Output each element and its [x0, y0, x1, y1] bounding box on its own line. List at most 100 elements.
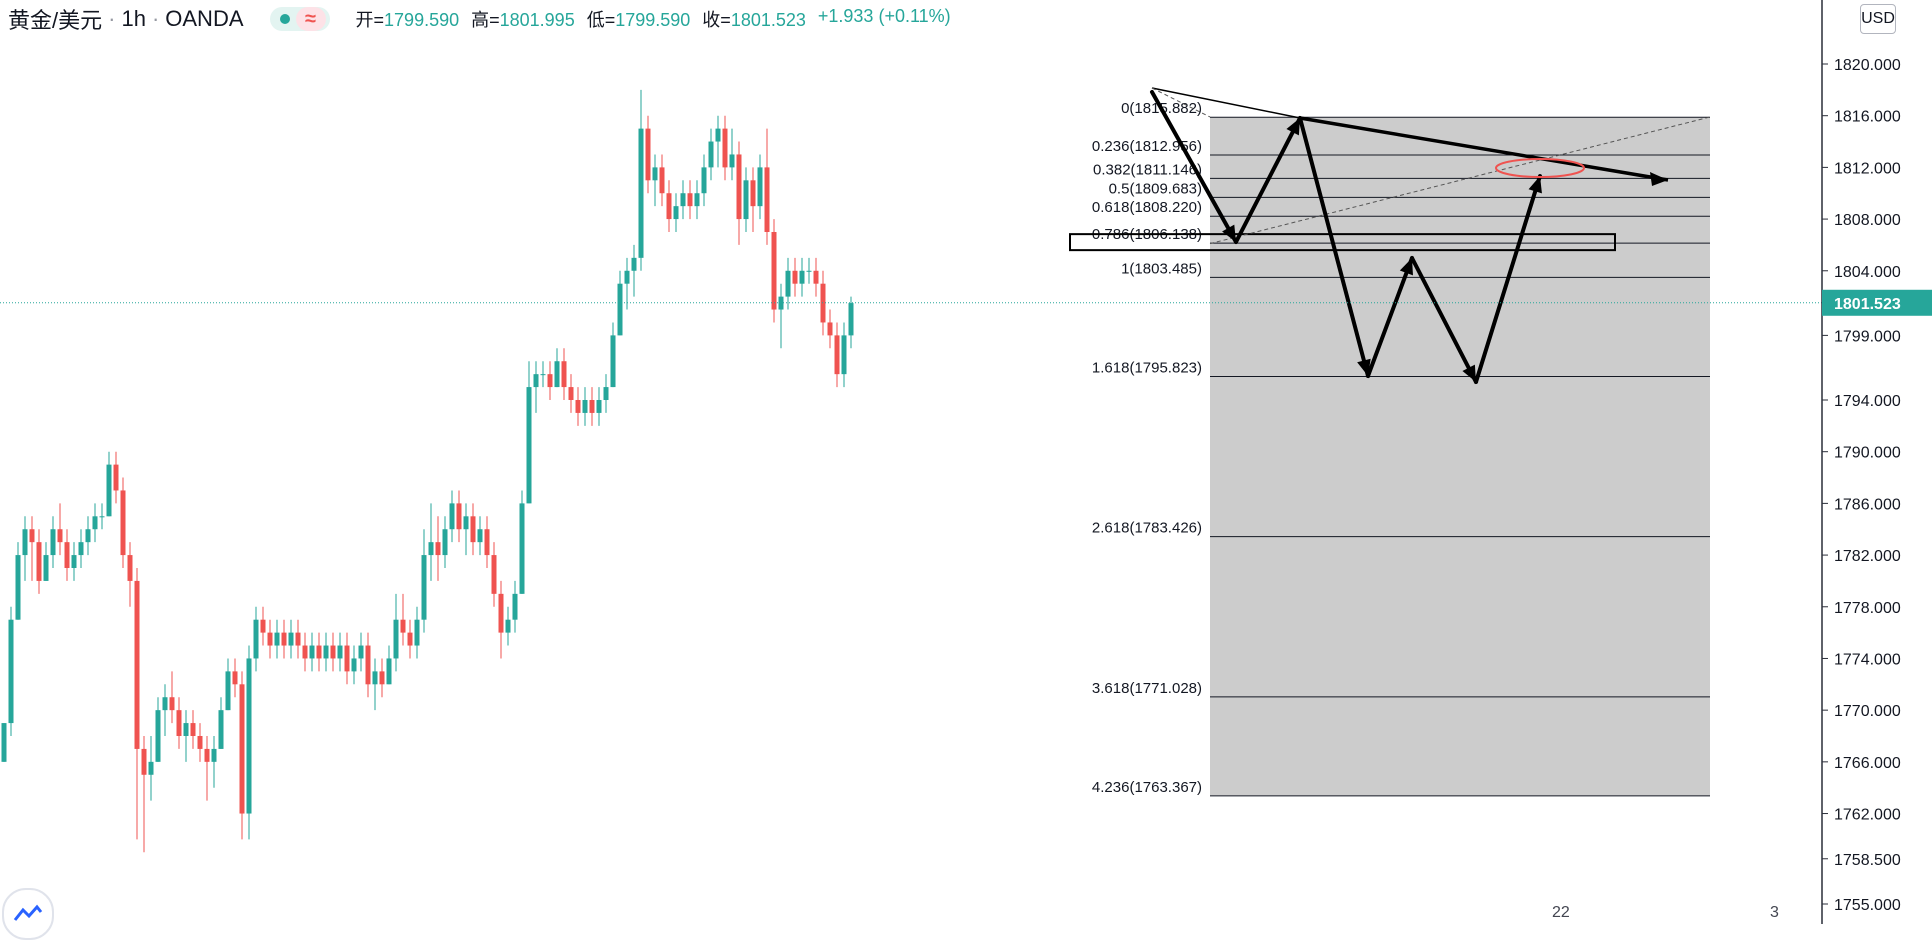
candle-body[interactable]	[71, 555, 77, 568]
interval-label[interactable]: 1h	[121, 6, 146, 31]
candle-body[interactable]	[666, 193, 672, 220]
candle-body[interactable]	[645, 128, 651, 181]
candle-body[interactable]	[113, 464, 119, 491]
candle-body[interactable]	[302, 645, 308, 659]
candle-body[interactable]	[57, 529, 63, 543]
candle-body[interactable]	[372, 671, 378, 685]
candle-body[interactable]	[568, 387, 574, 400]
candle-body[interactable]	[540, 374, 546, 376]
candle-body[interactable]	[722, 128, 728, 168]
candle-body[interactable]	[673, 206, 679, 220]
candle-body[interactable]	[505, 619, 511, 633]
candle-body[interactable]	[393, 619, 399, 659]
candle-body[interactable]	[687, 193, 693, 207]
candle-body[interactable]	[106, 464, 112, 517]
trend-line-extension[interactable]	[1299, 116, 1669, 182]
candle-body[interactable]	[736, 154, 742, 220]
candle-body[interactable]	[36, 542, 42, 581]
candle-body[interactable]	[176, 710, 182, 736]
target-ellipse[interactable]	[1495, 158, 1585, 178]
candle-body[interactable]	[232, 671, 238, 685]
candle-body[interactable]	[603, 387, 609, 400]
candle-body[interactable]	[99, 516, 105, 518]
candle-body[interactable]	[295, 632, 301, 646]
candle-body[interactable]	[148, 761, 154, 775]
candle-body[interactable]	[442, 529, 448, 556]
candle-body[interactable]	[309, 645, 315, 659]
candle-body[interactable]	[365, 645, 371, 685]
candle-body[interactable]	[267, 632, 273, 646]
highlight-box-0786[interactable]	[1069, 233, 1616, 252]
candle-body[interactable]	[225, 671, 231, 711]
candle-body[interactable]	[134, 580, 140, 749]
candle-body[interactable]	[246, 658, 252, 814]
candle-body[interactable]	[141, 748, 147, 775]
candle-body[interactable]	[764, 167, 770, 232]
symbol-name[interactable]: 黄金/美元	[8, 8, 103, 33]
candle-body[interactable]	[155, 710, 161, 762]
candle-body[interactable]	[792, 270, 798, 284]
candle-body[interactable]	[197, 736, 203, 749]
candle-body[interactable]	[806, 270, 812, 272]
candle-body[interactable]	[218, 710, 224, 749]
candle-body[interactable]	[316, 645, 322, 659]
candle-body[interactable]	[43, 555, 49, 581]
candle-body[interactable]	[78, 542, 84, 556]
candle-body[interactable]	[253, 619, 259, 659]
candle-body[interactable]	[491, 555, 497, 594]
candle-body[interactable]	[834, 335, 840, 375]
candle-body[interactable]	[715, 128, 721, 142]
candle-body[interactable]	[750, 180, 756, 207]
candle-body[interactable]	[386, 658, 392, 685]
candle-body[interactable]	[281, 632, 287, 646]
candle-body[interactable]	[120, 490, 126, 556]
candle-body[interactable]	[582, 400, 588, 413]
candle-body[interactable]	[351, 658, 357, 672]
candle-body[interactable]	[1, 723, 7, 762]
w-pattern-arrow[interactable]	[1298, 116, 1370, 378]
candle-body[interactable]	[659, 167, 665, 194]
candle-body[interactable]	[50, 529, 56, 556]
candle-body[interactable]	[596, 400, 602, 413]
data-delay-icon[interactable]: ≈	[295, 7, 326, 31]
candle-body[interactable]	[239, 684, 245, 814]
candle-body[interactable]	[428, 542, 434, 556]
candle-body[interactable]	[15, 555, 21, 620]
candle-body[interactable]	[190, 723, 196, 736]
candle-body[interactable]	[421, 555, 427, 620]
candle-body[interactable]	[589, 400, 595, 413]
candle-body[interactable]	[610, 335, 616, 388]
candle-body[interactable]	[498, 593, 504, 633]
candle-body[interactable]	[785, 270, 791, 297]
market-status-badge[interactable]: ≈	[269, 7, 330, 31]
w-pattern-arrow[interactable]	[1474, 174, 1542, 384]
candle-body[interactable]	[512, 593, 518, 620]
w-pattern-arrow[interactable]	[1366, 256, 1414, 378]
candle-body[interactable]	[22, 529, 28, 556]
candle-body[interactable]	[260, 619, 266, 633]
candle-body[interactable]	[400, 619, 406, 633]
candle-body[interactable]	[288, 632, 294, 646]
candle-body[interactable]	[757, 167, 763, 207]
candle-body[interactable]	[337, 645, 343, 659]
candle-body[interactable]	[456, 503, 462, 530]
candle-body[interactable]	[29, 529, 35, 543]
candle-body[interactable]	[323, 645, 329, 659]
candle-body[interactable]	[330, 645, 336, 659]
candle-body[interactable]	[379, 671, 385, 685]
candle-body[interactable]	[638, 128, 644, 258]
candle-body[interactable]	[743, 180, 749, 220]
candle-body[interactable]	[547, 374, 553, 388]
candle-body[interactable]	[64, 542, 70, 568]
candle-body[interactable]	[127, 555, 133, 581]
candle-body[interactable]	[8, 619, 14, 724]
candle-body[interactable]	[652, 167, 658, 181]
candle-body[interactable]	[92, 516, 98, 530]
candle-body[interactable]	[211, 748, 217, 762]
right-badge[interactable]: 3	[1770, 904, 1779, 921]
candle-body[interactable]	[477, 529, 483, 543]
candle-body[interactable]	[407, 632, 413, 646]
tradingview-logo-icon[interactable]	[2, 888, 54, 940]
candle-body[interactable]	[414, 619, 420, 646]
